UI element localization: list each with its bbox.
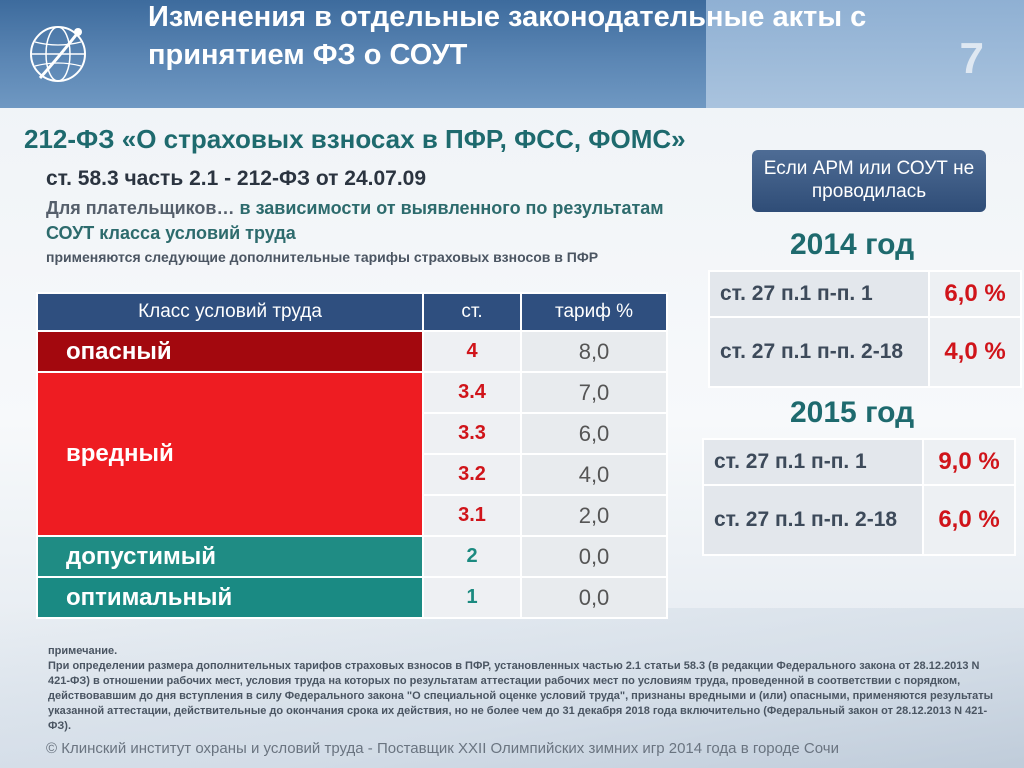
rate-value: 6,0 % (922, 484, 1016, 556)
table-2015: ст. 27 п.1 п-п. 1 9,0 % ст. 27 п.1 п-п. … (702, 438, 1016, 556)
article-label: ст. 27 п.1 п-п. 2-18 (702, 484, 924, 556)
law-subtitle: 212-ФЗ «О страховых взносах в ПФР, ФСС, … (24, 124, 686, 154)
table-row: ст. 27 п.1 п-п. 1 6,0 % (708, 270, 1022, 318)
header-right-panel (706, 0, 1024, 108)
payers-text: Для плательщиков… в зависимости от выявл… (46, 196, 706, 246)
article-label: ст. 27 п.1 п-п. 2-18 (708, 316, 930, 388)
rate-value: 6,0 % (928, 270, 1022, 318)
tariff-cell: 0,0 (520, 535, 668, 578)
st-cell: 3.3 (422, 412, 522, 455)
st-cell: 4 (422, 330, 522, 373)
tariff-table: Класс условий труда ст. тариф % опасный … (36, 292, 668, 619)
table-row: ст. 27 п.1 п-п. 1 9,0 % (702, 438, 1016, 486)
table-row: оптимальный 1 0,0 (36, 576, 668, 619)
rate-value: 9,0 % (922, 438, 1016, 486)
tariff-cell: 4,0 (520, 453, 668, 496)
footnote-text: При определении размера дополнительных т… (48, 660, 994, 732)
header-class: Класс условий труда (36, 292, 424, 332)
mountain-background (0, 608, 1024, 768)
tariff-cell: 2,0 (520, 494, 668, 537)
article-label: ст. 27 п.1 п-п. 1 (708, 270, 930, 318)
footer-copyright: © Клинский институт охраны и условий тру… (46, 740, 839, 757)
table-row: 3.2 4,0 (37, 453, 668, 496)
table-row: допустимый 2 0,0 (36, 535, 668, 578)
footnote: примечание. При определении размера допо… (48, 644, 998, 734)
slide-number: 7 (959, 34, 984, 83)
st-cell: 1 (422, 576, 522, 619)
table-row: 3.1 2,0 (37, 494, 668, 537)
class-dangerous: опасный (36, 330, 424, 373)
st-cell: 3.2 (422, 453, 522, 496)
tariff-cell: 7,0 (520, 371, 668, 414)
applied-tariffs-text: применяются следующие дополнительные тар… (46, 249, 599, 265)
class-harmful: вредный (36, 371, 424, 537)
page-title: Изменения в отдельные законодательные ак… (148, 1, 867, 71)
table-row: вредный 3.4 7,0 (36, 371, 668, 537)
payers-prefix: Для плательщиков… (46, 198, 235, 218)
tariff-cell: 6,0 (520, 412, 668, 455)
st-cell: 3.4 (422, 371, 522, 414)
year-2015-title: 2015 год (790, 396, 915, 429)
article-label: ст. 27 п.1 п-п. 1 (702, 438, 924, 486)
header-st: ст. (422, 292, 522, 332)
header-tariff: тариф % (520, 292, 668, 332)
class-optimal: оптимальный (36, 576, 424, 619)
class-acceptable: допустимый (36, 535, 424, 578)
tariff-cell: 8,0 (520, 330, 668, 373)
rate-value: 4,0 % (928, 316, 1022, 388)
article-reference: ст. 58.3 часть 2.1 - 212-ФЗ от 24.07.09 (46, 167, 427, 190)
table-2014: ст. 27 п.1 п-п. 1 6,0 % ст. 27 п.1 п-п. … (708, 270, 1022, 388)
table-row: 3.3 6,0 (37, 412, 668, 455)
table-row: опасный 4 8,0 (36, 330, 668, 373)
no-assessment-note: Если АРМ или СОУТ не проводилась (752, 150, 986, 212)
table-row: ст. 27 п.1 п-п. 2-18 4,0 % (708, 316, 1022, 388)
year-2014-title: 2014 год (790, 228, 915, 261)
payers-body: в зависимости от выявленного по результа… (46, 198, 664, 243)
tariff-cell: 0,0 (520, 576, 668, 619)
st-cell: 3.1 (422, 494, 522, 537)
st-cell: 2 (422, 535, 522, 578)
footnote-heading: примечание. (48, 645, 118, 657)
table-row: ст. 27 п.1 п-п. 2-18 6,0 % (702, 484, 1016, 556)
table-header-row: Класс условий труда ст. тариф % (36, 292, 668, 332)
globe-logo-icon (30, 26, 86, 82)
